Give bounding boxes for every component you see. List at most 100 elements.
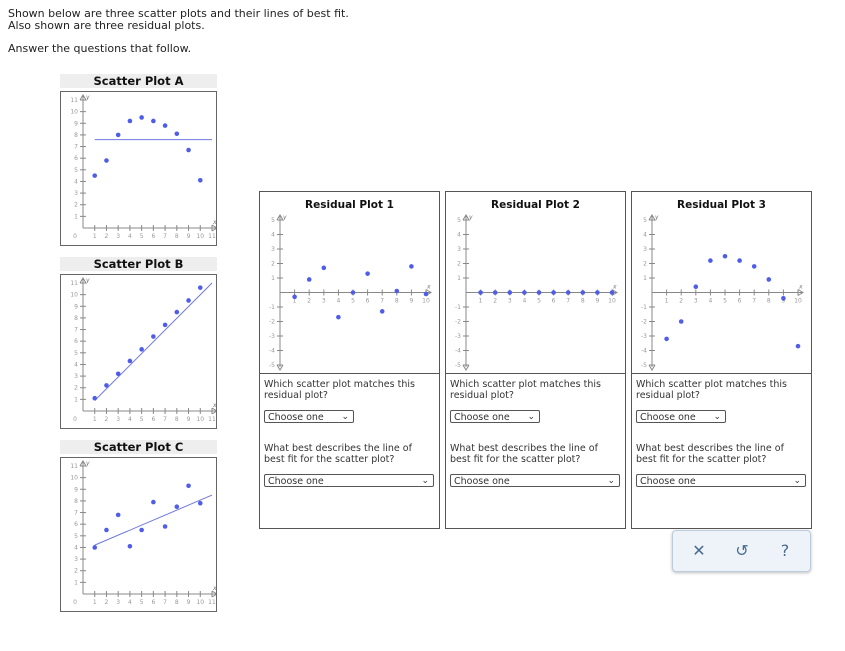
- y-tick-label: 3: [74, 190, 78, 197]
- y-tick-label: 7: [74, 327, 78, 334]
- x-tick-label: 4: [708, 298, 712, 305]
- match-question: Which scatter plot matches this residual…: [636, 379, 787, 401]
- match-select[interactable]: Choose one ⌄: [450, 410, 540, 423]
- match-select[interactable]: Choose one ⌄: [636, 410, 726, 423]
- line-fit-select-value: Choose one: [454, 476, 510, 487]
- data-point: [104, 383, 109, 388]
- y-tick-label: 5: [457, 217, 461, 224]
- x-tick-label: 6: [151, 416, 155, 423]
- x-axis-label: x: [212, 585, 216, 592]
- y-axis-arrow-icon: [648, 214, 656, 221]
- match-select-value: Choose one: [268, 412, 324, 423]
- chevron-down-icon: ⌄: [341, 412, 349, 422]
- line-fit-select[interactable]: Choose one ⌄: [636, 474, 806, 487]
- clear-icon[interactable]: ✕: [692, 541, 706, 560]
- plot-area: y x 1 2 3 4 5 6 7 8 9 10 -5 -4 -3 -2 -1 1 2 3 4 5: [269, 214, 432, 371]
- y-tick-label: 1: [74, 396, 78, 403]
- y-tick-label: 2: [74, 568, 78, 575]
- match-select[interactable]: Choose one ⌄: [264, 410, 354, 423]
- x-axis-arrow-icon: [211, 590, 216, 598]
- match-select-value: Choose one: [454, 412, 510, 423]
- scatter-plot-a: yx123456789101112345678910110: [60, 91, 217, 246]
- chevron-down-icon: ⌄: [713, 412, 721, 422]
- data-point: [678, 319, 684, 324]
- scatter-plot-b: yx123456789101112345678910110: [60, 274, 217, 429]
- y-tick-label: 11: [70, 280, 78, 287]
- x-tick-label: 7: [380, 298, 384, 305]
- x-tick-label: 5: [351, 298, 355, 305]
- x-tick-label: 5: [140, 416, 144, 423]
- y-axis-arrow-icon: [462, 364, 470, 371]
- data-point: [115, 512, 121, 518]
- x-tick-label: 8: [767, 298, 771, 305]
- data-point: [609, 290, 615, 295]
- x-tick-label: 8: [175, 233, 179, 240]
- y-tick-label: -2: [455, 319, 461, 326]
- data-point: [664, 336, 669, 342]
- data-point: [423, 291, 429, 297]
- help-icon[interactable]: ?: [780, 541, 790, 560]
- y-axis-arrow-icon: [276, 214, 284, 221]
- x-tick-label: 4: [128, 416, 132, 423]
- x-axis-label: x: [426, 284, 431, 291]
- data-point: [151, 499, 156, 505]
- y-tick-label: 4: [457, 232, 461, 239]
- x-tick-label: 3: [116, 599, 120, 606]
- data-point: [127, 358, 133, 364]
- y-tick-label: 1: [643, 275, 647, 282]
- line-fit-select[interactable]: Choose one ⌄: [450, 474, 620, 487]
- y-tick-label: 4: [74, 544, 78, 551]
- data-point: [507, 290, 513, 295]
- y-axis-arrow-icon: [79, 94, 87, 101]
- plot-area: yx123456789101112345678910110: [70, 460, 216, 606]
- y-tick-label: 2: [643, 261, 647, 268]
- x-tick-label: 3: [508, 298, 512, 305]
- origin-label: 0: [73, 233, 77, 240]
- y-tick-label: -3: [641, 333, 647, 340]
- y-tick-label: 3: [271, 246, 275, 253]
- data-point: [186, 298, 191, 303]
- residual-plot-3-chart: y x 1 2 3 4 5 6 7 8 9 10 -5 -4 -3 -2 -1 1 2 3 4 5: [641, 214, 804, 371]
- y-axis-label: y: [85, 277, 90, 284]
- y-tick-label: -1: [641, 304, 647, 311]
- y-tick-label: 1: [74, 213, 78, 220]
- plot-area: yx123456789101112345678910110: [70, 94, 216, 240]
- x-axis-label: x: [212, 219, 216, 226]
- data-point: [162, 123, 168, 128]
- y-axis-label: y: [654, 214, 659, 221]
- data-point: [186, 147, 191, 153]
- y-tick-label: 6: [74, 338, 78, 345]
- data-point: [565, 290, 571, 295]
- line-fit-select[interactable]: Choose one ⌄: [264, 474, 434, 487]
- data-point: [737, 258, 742, 263]
- x-tick-label: 6: [366, 298, 370, 305]
- undo-icon[interactable]: ↺: [735, 541, 749, 560]
- panel-divider: [446, 373, 625, 374]
- best-fit-line: [94, 494, 213, 546]
- data-point: [522, 290, 527, 295]
- x-tick-label: 3: [694, 298, 698, 305]
- x-tick-label: 4: [336, 298, 340, 305]
- plot-area: yx123456789101112345678910110: [70, 277, 216, 423]
- x-tick-label: 4: [128, 599, 132, 606]
- data-point: [162, 524, 168, 529]
- y-tick-label: 4: [643, 232, 647, 239]
- origin-label: 0: [73, 416, 77, 423]
- x-tick-label: 5: [140, 233, 144, 240]
- match-question: Which scatter plot matches this residual…: [264, 379, 415, 401]
- x-tick-label: 1: [93, 599, 97, 606]
- x-axis-arrow-icon: [211, 407, 216, 415]
- residual-panel-2: Residual Plot 2 y x 1 2 3 4 5 6 7 8 9 10 -5 -4 -3 -2 -1 1…: [445, 191, 626, 529]
- y-tick-label: 11: [70, 97, 78, 104]
- y-axis-label: y: [85, 94, 90, 101]
- data-point: [92, 173, 98, 178]
- residual-plot-2-chart: y x 1 2 3 4 5 6 7 8 9 10 -5 -4 -3 -2 -1 1 2 3 4 5: [455, 214, 618, 371]
- data-point: [127, 543, 133, 549]
- x-tick-label: 3: [116, 416, 120, 423]
- data-point: [127, 118, 133, 124]
- x-tick-label: 9: [187, 599, 191, 606]
- y-tick-label: -5: [269, 362, 275, 369]
- y-tick-label: 5: [643, 217, 647, 224]
- data-point: [186, 483, 191, 489]
- y-tick-label: -2: [269, 319, 275, 326]
